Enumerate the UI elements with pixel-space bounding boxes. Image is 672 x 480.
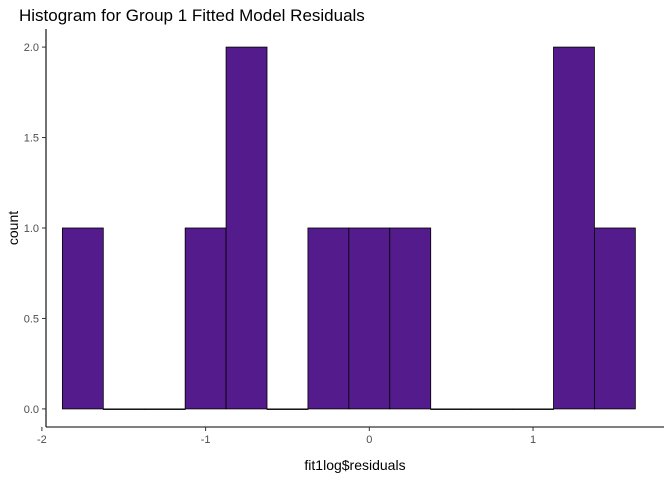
x-tick-label-1: -1 xyxy=(201,434,211,446)
y-tick-label-4: 2.0 xyxy=(24,42,39,54)
histogram-bar-0 xyxy=(61,227,104,410)
histogram-bar-5 xyxy=(266,408,309,410)
chart-title: Histogram for Group 1 Fitted Model Resid… xyxy=(19,6,365,25)
histogram-bar-10 xyxy=(471,408,513,410)
histogram-bar-2 xyxy=(143,408,186,410)
x-axis-title: fit1log$residuals xyxy=(304,457,405,473)
x-tick-label-2: 0 xyxy=(366,434,372,446)
histogram-bar-6 xyxy=(307,227,350,410)
x-tick-label-0: -2 xyxy=(37,434,47,446)
histogram-bar-1 xyxy=(102,408,145,410)
bars-group xyxy=(61,46,636,410)
histogram-bar-8 xyxy=(389,227,432,410)
histogram-bar-12 xyxy=(553,46,595,410)
y-ticks-group: 0.0 0.5 1.0 1.5 2.0 xyxy=(24,42,46,416)
y-tick-label-3: 1.5 xyxy=(24,133,39,145)
y-tick-label-1: 0.5 xyxy=(24,313,39,325)
histogram-bar-4 xyxy=(225,46,268,410)
histogram-bar-13 xyxy=(594,227,636,410)
x-tick-label-3: 1 xyxy=(530,434,536,446)
histogram-bar-9 xyxy=(430,408,473,410)
y-axis-title: count xyxy=(5,211,21,245)
histogram-bar-7 xyxy=(348,227,391,410)
y-tick-label-2: 1.0 xyxy=(24,223,39,235)
y-tick-label-0: 0.0 xyxy=(24,404,39,416)
x-ticks-group: -2 -1 0 1 xyxy=(37,427,536,446)
histogram-bar-3 xyxy=(184,227,227,410)
histogram-bar-11 xyxy=(512,408,554,410)
